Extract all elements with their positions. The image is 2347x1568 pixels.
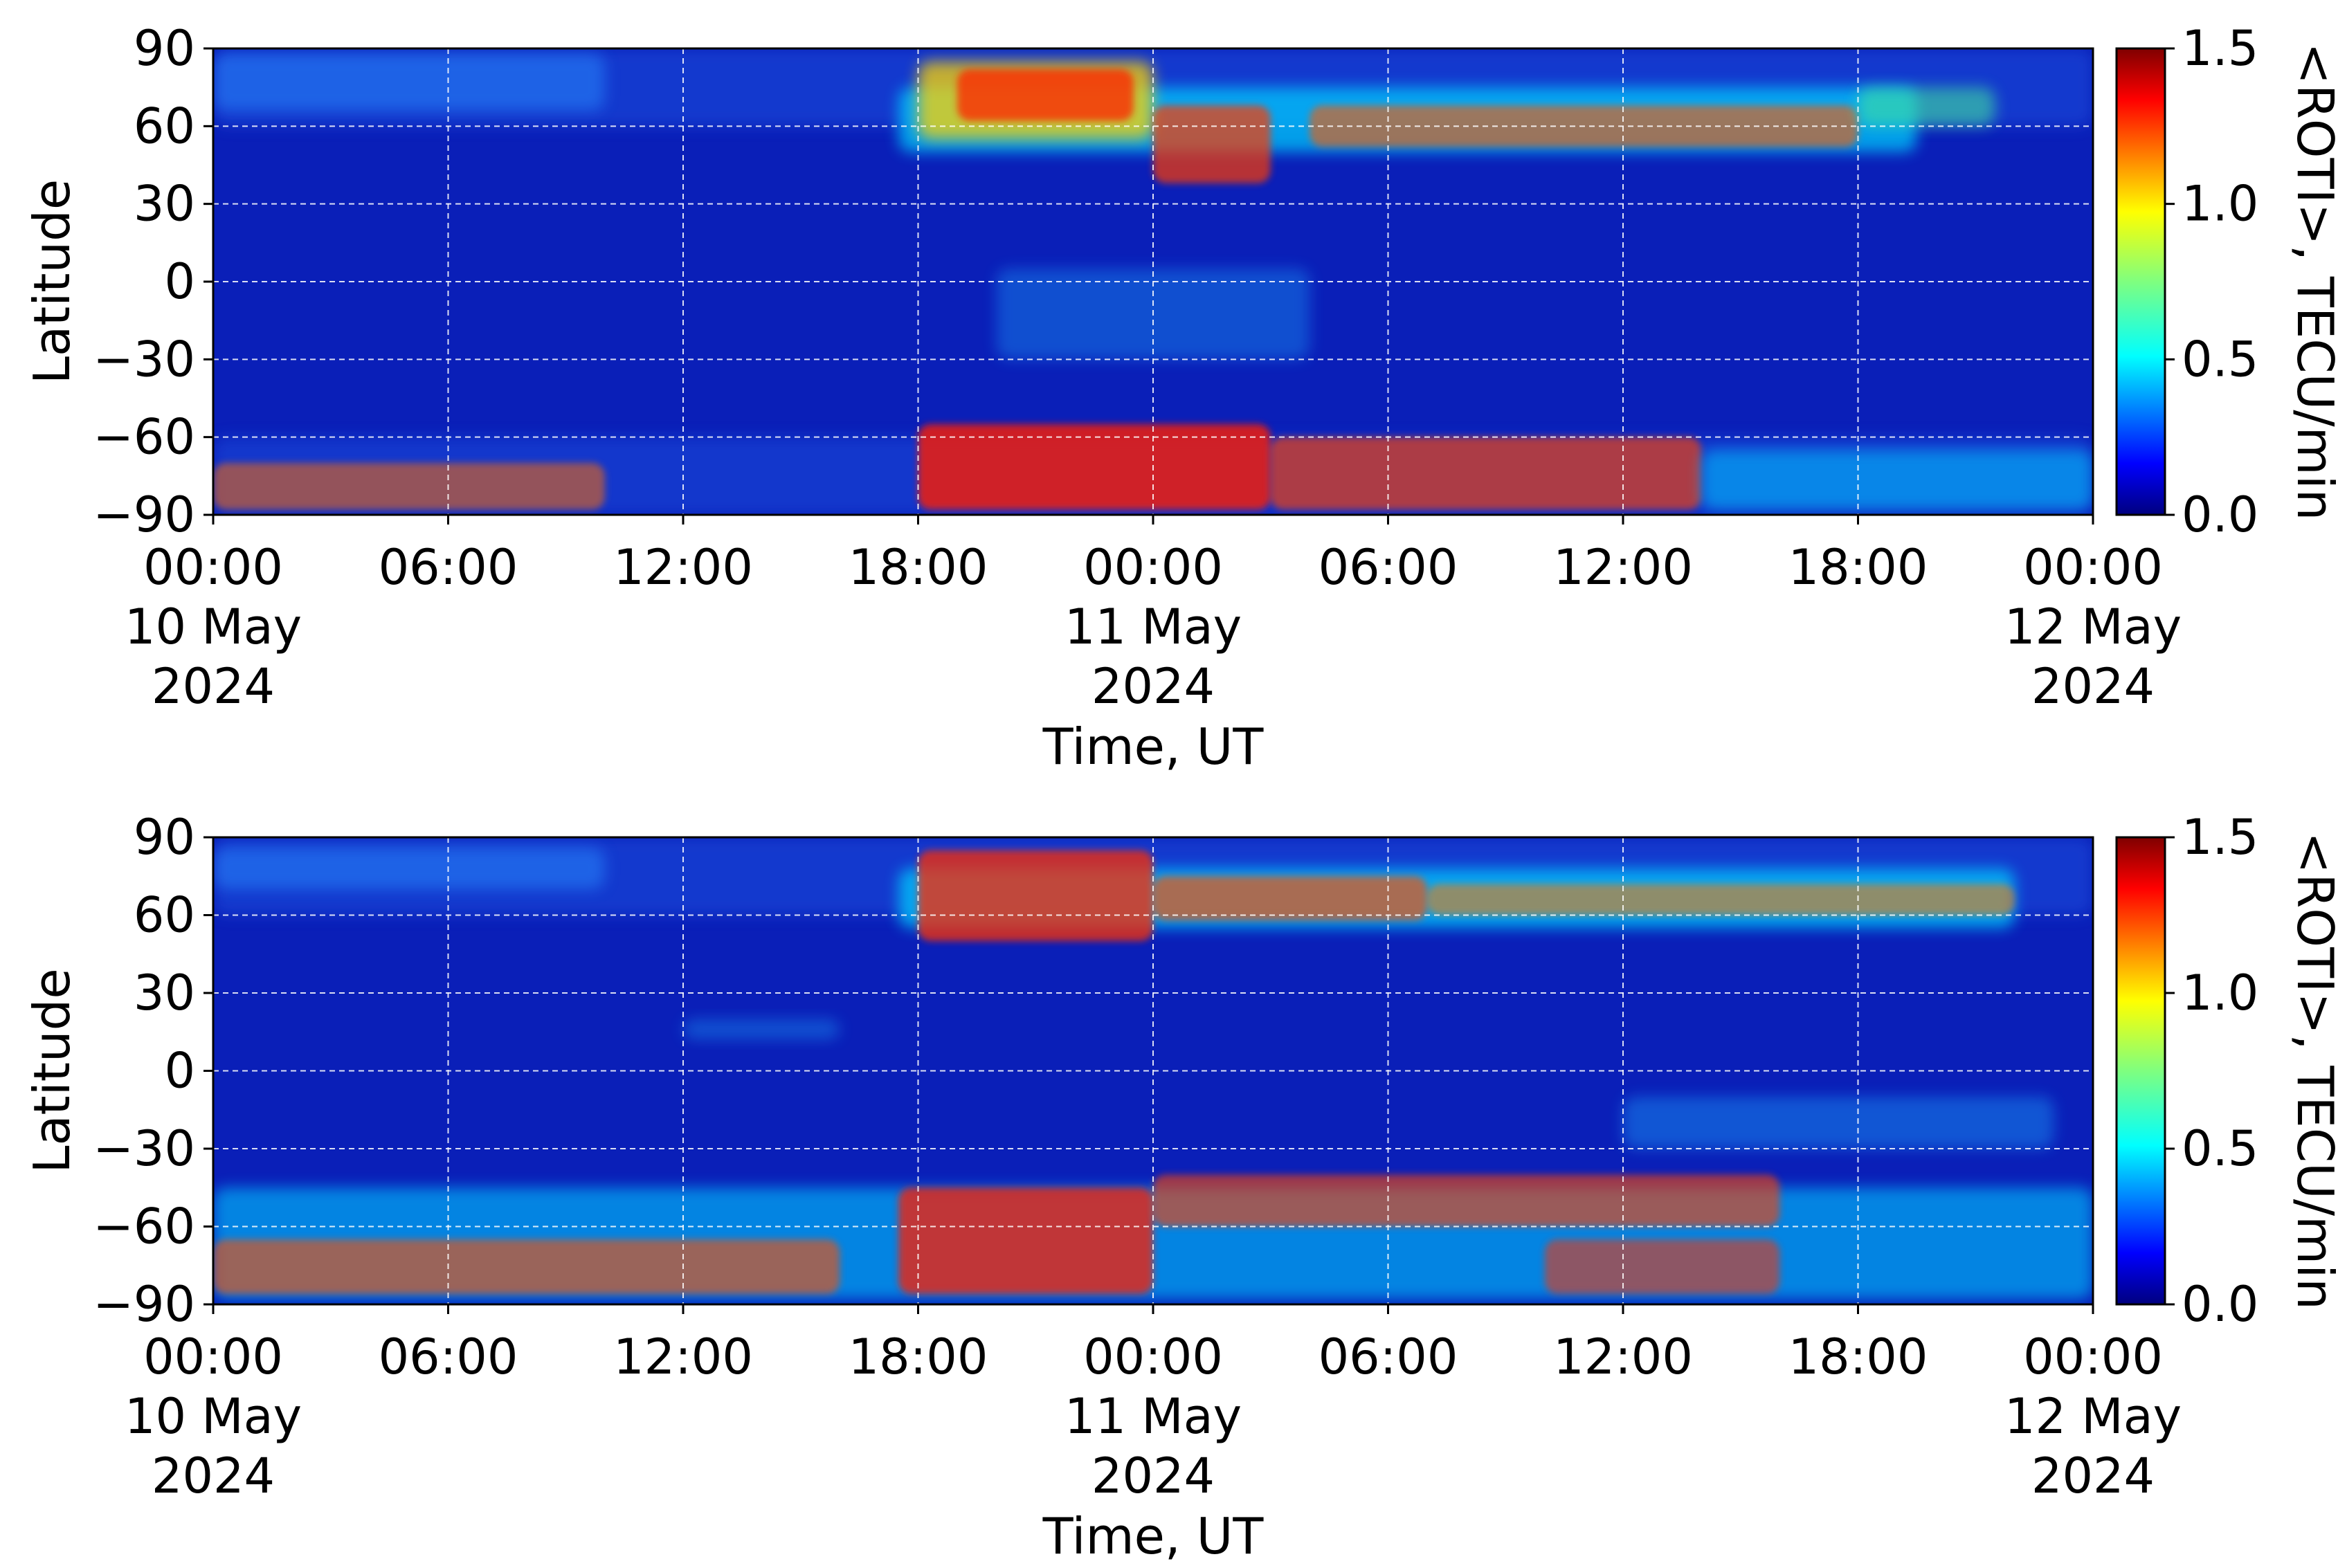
y-tick-label: 60 bbox=[134, 98, 195, 154]
colorbar-tick-label: 0.5 bbox=[2182, 1120, 2258, 1177]
y-tick-label: 30 bbox=[134, 965, 195, 1021]
heatmap-region bbox=[1858, 87, 1995, 127]
x-tick-label: 10 May bbox=[125, 599, 302, 655]
x-tick-label: 18:00 bbox=[849, 539, 988, 596]
x-tick-label: 00:00 bbox=[143, 539, 283, 596]
y-tick-label: −90 bbox=[93, 1276, 195, 1333]
x-tick-label: 00:00 bbox=[2023, 539, 2163, 596]
colorbar-label: <ROTI>, TECU/min bbox=[2286, 43, 2344, 521]
colorbar-tick-label: 0.0 bbox=[2182, 1276, 2258, 1333]
heatmap-region bbox=[213, 53, 605, 111]
heatmap-region bbox=[213, 463, 605, 510]
y-tick-label: −30 bbox=[93, 331, 195, 388]
x-tick-label: 10 May bbox=[125, 1388, 302, 1445]
y-tick-label: −60 bbox=[93, 1198, 195, 1255]
colorbar-tick-label: 1.0 bbox=[2182, 176, 2258, 233]
x-tick-label: 12 May bbox=[2004, 1388, 2182, 1445]
x-tick-label: 11 May bbox=[1064, 599, 1242, 655]
heatmap-region bbox=[1153, 105, 1271, 183]
x-tick-label: 00:00 bbox=[1083, 1329, 1223, 1385]
heatmap-region bbox=[213, 848, 605, 889]
x-tick-label: 12:00 bbox=[613, 1329, 753, 1385]
colorbar-tick-label: 0.0 bbox=[2182, 486, 2258, 543]
y-tick-label: 60 bbox=[134, 887, 195, 944]
y-tick-label: 0 bbox=[164, 1043, 195, 1100]
y-tick-label: −90 bbox=[93, 486, 195, 543]
x-axis-label: Time, UT bbox=[1042, 718, 1265, 776]
x-tick-label: 00:00 bbox=[143, 1329, 283, 1385]
heatmap-region bbox=[213, 1239, 840, 1294]
x-tick-label: 2024 bbox=[152, 1448, 275, 1504]
heatmap-region bbox=[1701, 450, 2093, 510]
heatmap-region bbox=[1270, 437, 1702, 510]
y-tick-label: 30 bbox=[134, 176, 195, 233]
x-tick-label: 06:00 bbox=[379, 539, 518, 596]
colorbar-tick-label: 1.5 bbox=[2182, 809, 2258, 866]
x-tick-label: 2024 bbox=[1091, 658, 1215, 715]
colorbar-gradient bbox=[2115, 47, 2166, 516]
x-tick-label: 00:00 bbox=[1083, 539, 1223, 596]
y-tick-label: 90 bbox=[134, 809, 195, 866]
x-tick-label: 2024 bbox=[2031, 1448, 2155, 1504]
y-axis-label: Latitude bbox=[23, 179, 81, 384]
y-tick-label: −60 bbox=[93, 409, 195, 466]
x-tick-label: 00:00 bbox=[2023, 1329, 2163, 1385]
x-tick-label: 2024 bbox=[2031, 658, 2155, 715]
colorbar-label: <ROTI>, TECU/min bbox=[2286, 832, 2344, 1310]
x-tick-label: 12:00 bbox=[1553, 539, 1693, 596]
heatmap-region bbox=[898, 1187, 1153, 1294]
heatmap-region bbox=[1153, 1174, 1780, 1227]
x-axis-label: Time, UT bbox=[1042, 1507, 1265, 1565]
x-tick-label: 12:00 bbox=[1553, 1329, 1693, 1385]
colorbar-gradient bbox=[2115, 836, 2166, 1306]
x-tick-label: 18:00 bbox=[849, 1329, 988, 1385]
heatmap-region bbox=[1544, 1239, 1780, 1294]
heatmap-region bbox=[957, 69, 1134, 121]
heatmap-region bbox=[918, 423, 1271, 510]
heatmap-region bbox=[1153, 876, 1428, 920]
colorbar: 0.0 0.5 1.0 1.5 <ROTI>, TECU/min bbox=[2115, 20, 2344, 543]
x-tick-label: 12 May bbox=[2004, 599, 2182, 655]
colorbar-tick-label: 1.5 bbox=[2182, 20, 2258, 77]
colorbar-tick-label: 0.5 bbox=[2182, 331, 2258, 388]
x-tick-label: 11 May bbox=[1064, 1388, 1242, 1445]
x-tick-label: 2024 bbox=[1091, 1448, 1215, 1504]
x-tick-label: 2024 bbox=[152, 658, 275, 715]
x-tick-label: 18:00 bbox=[1788, 1329, 1928, 1385]
heatmap-region bbox=[683, 1019, 840, 1040]
y-tick-label: 90 bbox=[134, 20, 195, 77]
x-tick-label: 18:00 bbox=[1788, 539, 1928, 596]
x-tick-label: 06:00 bbox=[1319, 539, 1458, 596]
y-tick-label: 0 bbox=[164, 253, 195, 310]
x-tick-label: 12:00 bbox=[613, 539, 753, 596]
colorbar-tick-label: 1.0 bbox=[2182, 965, 2258, 1021]
heatmap-region bbox=[918, 850, 1153, 941]
colorbar: 0.0 0.5 1.0 1.5 <ROTI>, TECU/min bbox=[2115, 809, 2344, 1333]
y-axis-label: Latitude bbox=[23, 968, 81, 1173]
x-tick-label: 06:00 bbox=[379, 1329, 518, 1385]
x-tick-label: 06:00 bbox=[1319, 1329, 1458, 1385]
y-tick-label: −30 bbox=[93, 1120, 195, 1177]
heatmap-region bbox=[1427, 884, 2015, 915]
heatmap-region bbox=[1623, 1097, 2054, 1149]
